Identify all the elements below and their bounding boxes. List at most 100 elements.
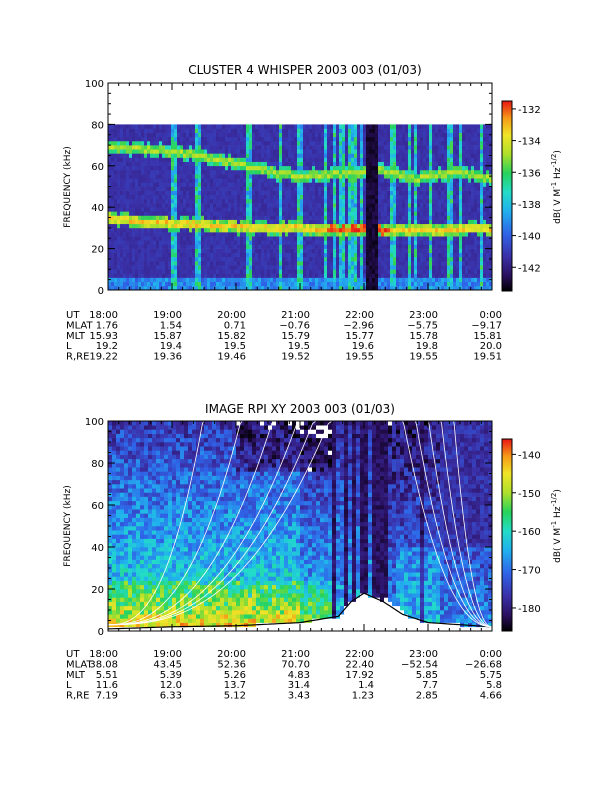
- heatmap-cell: [180, 182, 184, 187]
- heatmap-cell: [267, 132, 271, 138]
- heatmap-cell: [318, 215, 322, 220]
- heatmap-cell: [420, 207, 424, 212]
- heatmap-cell: [474, 273, 478, 278]
- heatmap-cell: [255, 227, 259, 233]
- heatmap-cell: [294, 256, 298, 262]
- heatmap-cell: [366, 136, 370, 142]
- heatmap-cell: [123, 198, 127, 204]
- heatmap-cell: [312, 169, 316, 175]
- heatmap-cell: [477, 124, 481, 129]
- heatmap-cell: [159, 248, 163, 254]
- heatmap-cell: [141, 285, 145, 291]
- heatmap-cell: [249, 240, 253, 245]
- heatmap-cell: [330, 157, 334, 162]
- heatmap-cell: [255, 132, 259, 138]
- heatmap-cell: [270, 219, 274, 225]
- heatmap-cell: [342, 223, 346, 229]
- heatmap-cell: [222, 161, 226, 167]
- heatmap-cell: [294, 194, 298, 200]
- heatmap-cell: [174, 145, 178, 150]
- heatmap-cell: [210, 269, 214, 274]
- heatmap-cell: [399, 190, 403, 196]
- heatmap-cell: [165, 232, 169, 237]
- heatmap-cell: [285, 178, 289, 183]
- heatmap-cell: [315, 256, 319, 262]
- heatmap-cell: [141, 157, 145, 162]
- heatmap-cell: [156, 273, 160, 278]
- heatmap-cell: [312, 128, 316, 133]
- heatmap-cell: [393, 157, 397, 162]
- heatmap-cell: [222, 223, 226, 229]
- heatmap-cell: [174, 281, 178, 287]
- heatmap-cell: [303, 285, 307, 291]
- heatmap-cell: [372, 219, 376, 225]
- heatmap-cell: [156, 207, 160, 212]
- heatmap-cell: [192, 157, 196, 162]
- heatmap-cell: [141, 140, 145, 146]
- heatmap-cell: [429, 261, 433, 266]
- heatmap-cell: [144, 265, 148, 270]
- heatmap-cell: [429, 265, 433, 270]
- heatmap-cell: [174, 178, 178, 183]
- heatmap-cell: [321, 236, 325, 241]
- heatmap-cell: [291, 132, 295, 138]
- heatmap-cell: [264, 149, 268, 154]
- heatmap-cell: [420, 198, 424, 204]
- heatmap-cell: [417, 149, 421, 154]
- heatmap-cell: [189, 128, 193, 133]
- heatmap-cell: [393, 132, 397, 138]
- heatmap-cell: [195, 252, 199, 258]
- heatmap-cell: [246, 169, 250, 175]
- heatmap-cell: [225, 252, 229, 258]
- heatmap-cell: [465, 182, 469, 187]
- heatmap-cell: [468, 169, 472, 175]
- heatmap-cell: [195, 190, 199, 196]
- heatmap-cell: [279, 128, 283, 133]
- heatmap-cell: [222, 140, 226, 146]
- heatmap-cell: [132, 281, 136, 287]
- heatmap-cell: [309, 248, 313, 254]
- heatmap-cell: [465, 157, 469, 162]
- heatmap-cell: [372, 145, 376, 150]
- heatmap-cell: [204, 124, 208, 129]
- heatmap-cell: [411, 153, 415, 158]
- heatmap-cell: [393, 244, 397, 249]
- heatmap-cell: [150, 240, 154, 245]
- heatmap-cell: [276, 157, 280, 162]
- heatmap-cell: [306, 281, 310, 287]
- heatmap-cell: [348, 132, 352, 138]
- heatmap-cell: [339, 182, 343, 187]
- heatmap-cell: [318, 149, 322, 154]
- heatmap-cell: [399, 244, 403, 249]
- heatmap-cell: [273, 219, 277, 225]
- heatmap-cell: [252, 136, 256, 142]
- heatmap-cell: [369, 165, 373, 171]
- heatmap-cell: [306, 236, 310, 241]
- heatmap-cell: [465, 219, 469, 225]
- heatmap-cell: [204, 261, 208, 266]
- heatmap-cell: [375, 219, 379, 225]
- heatmap-cell: [285, 194, 289, 200]
- heatmap-cell: [213, 252, 217, 258]
- heatmap-cell: [459, 207, 463, 212]
- heatmap-cell: [141, 169, 145, 175]
- heatmap-cell: [384, 132, 388, 138]
- heatmap-cell: [237, 128, 241, 133]
- heatmap-cell: [393, 194, 397, 200]
- heatmap-cell: [159, 165, 163, 171]
- heatmap-cell: [243, 244, 247, 249]
- heatmap-cell: [309, 190, 313, 196]
- heatmap-cell: [108, 136, 112, 142]
- heatmap-cell: [372, 182, 376, 187]
- heatmap-cell: [126, 240, 130, 245]
- heatmap-cell: [237, 169, 241, 175]
- heatmap-cell: [426, 161, 430, 167]
- heatmap-cell: [438, 136, 442, 142]
- heatmap-cell: [297, 153, 301, 158]
- heatmap-cell: [156, 178, 160, 183]
- heatmap-cell: [225, 265, 229, 270]
- heatmap-cell: [363, 277, 367, 283]
- heatmap-cell: [267, 219, 271, 225]
- heatmap-cell: [270, 203, 274, 208]
- heatmap-cell: [369, 190, 373, 196]
